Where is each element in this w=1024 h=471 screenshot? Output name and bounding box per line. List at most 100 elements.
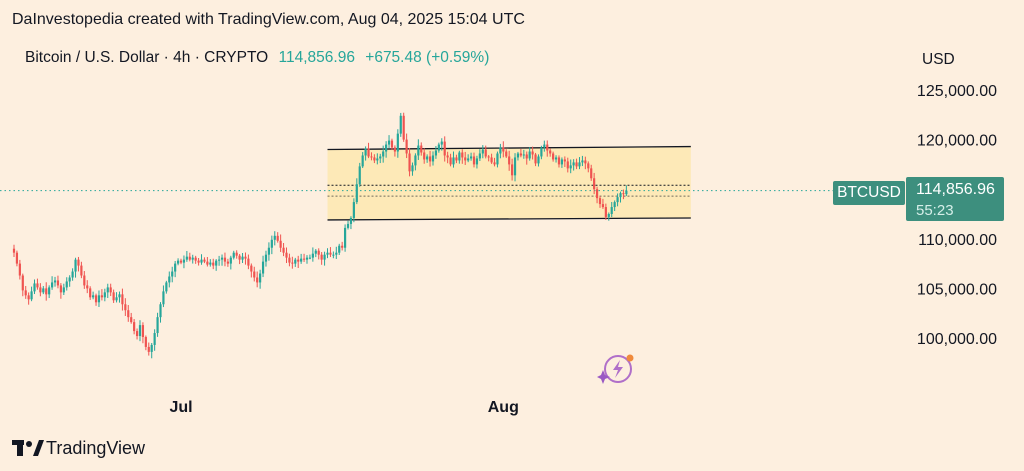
candle (364, 146, 367, 161)
candle-body (317, 250, 320, 255)
candle (300, 253, 303, 264)
candle-body (291, 262, 294, 264)
candle-body (458, 152, 461, 161)
candle (361, 152, 364, 169)
candle (285, 247, 288, 264)
candle (469, 152, 473, 161)
candle-body (446, 155, 449, 158)
candle-body (203, 259, 206, 262)
candle-body (578, 162, 581, 167)
candle-body (393, 147, 396, 152)
candle (294, 257, 297, 267)
tradingview-logo[interactable]: TradingView (12, 437, 145, 459)
candle (209, 259, 212, 267)
symbol-legend[interactable]: Bitcoin / U.S. Dollar · 4h · CRYPTO 114,… (25, 49, 489, 67)
candle (613, 200, 616, 212)
price-axis-tick-label: 105,000.00 (917, 281, 997, 298)
candle-body (197, 260, 200, 263)
candle-body (311, 253, 314, 258)
candle-body (191, 257, 194, 260)
candle-body (613, 202, 616, 208)
candle-body (502, 147, 505, 152)
candle-body (15, 252, 19, 264)
candle-body (496, 153, 499, 165)
candle (343, 224, 347, 252)
candle-body (505, 151, 508, 157)
candle-body (226, 261, 229, 264)
candle-body (490, 157, 493, 163)
candle-body (396, 133, 399, 152)
candle (191, 254, 194, 264)
candle (376, 153, 379, 165)
candles (12, 112, 628, 359)
candle (89, 286, 92, 300)
candle-body (469, 156, 473, 159)
candle-body (607, 214, 610, 217)
candle (513, 153, 517, 182)
price-axis[interactable]: 125,000.00 120,000.00 110,000.00 105,000.00… (917, 83, 997, 348)
price-axis-tick-label: 125,000.00 (917, 83, 997, 100)
candle-body (440, 141, 443, 145)
candle (247, 254, 250, 270)
candle-body (534, 154, 537, 164)
candle-body (171, 271, 174, 277)
candle-body (511, 164, 514, 176)
candle (150, 343, 153, 359)
candle (543, 140, 546, 152)
candle (387, 135, 391, 149)
candle (308, 254, 312, 260)
candle (557, 155, 561, 168)
candle (229, 255, 232, 270)
tradingview-logo-icon (12, 439, 44, 457)
candle (18, 259, 21, 280)
candle-body (610, 207, 613, 214)
candle (241, 252, 244, 263)
candle-body (288, 257, 291, 263)
candle (27, 292, 30, 305)
candle-body (367, 148, 370, 157)
candle-body (100, 295, 103, 298)
candle (253, 266, 256, 282)
candle-body (109, 287, 112, 293)
candle-body (426, 156, 429, 160)
candle (83, 271, 86, 289)
candle (203, 257, 206, 264)
candle (443, 136, 446, 162)
candle (393, 145, 396, 157)
candle-body (168, 276, 171, 283)
candle (144, 335, 147, 351)
candle (484, 145, 487, 159)
candle (367, 142, 370, 159)
candle (490, 153, 493, 164)
candle (302, 253, 306, 262)
candle-body (411, 165, 414, 172)
candle-body (423, 152, 426, 160)
candle (382, 145, 385, 163)
candle (188, 252, 191, 262)
candle-body (595, 189, 599, 199)
candle-body (566, 161, 569, 169)
candle (540, 145, 543, 160)
candle-body (92, 295, 95, 298)
candle-body (431, 155, 435, 162)
candle (528, 147, 531, 161)
candle (80, 261, 83, 279)
sparkle-lightning-icon[interactable] (597, 352, 635, 386)
candle-body (402, 115, 405, 140)
candle (267, 242, 271, 261)
candle (45, 282, 48, 301)
candle (385, 141, 388, 158)
time-axis[interactable]: Jul Aug (169, 399, 518, 416)
candle (320, 252, 323, 265)
candle-body (223, 257, 227, 262)
candle-body (238, 255, 241, 260)
candle (273, 231, 276, 246)
candle (92, 291, 95, 300)
candle-body (235, 252, 238, 256)
candle (106, 283, 109, 299)
candle (569, 159, 572, 174)
candle-body (467, 158, 470, 161)
candle-body (276, 235, 279, 241)
candle-body (464, 157, 467, 161)
